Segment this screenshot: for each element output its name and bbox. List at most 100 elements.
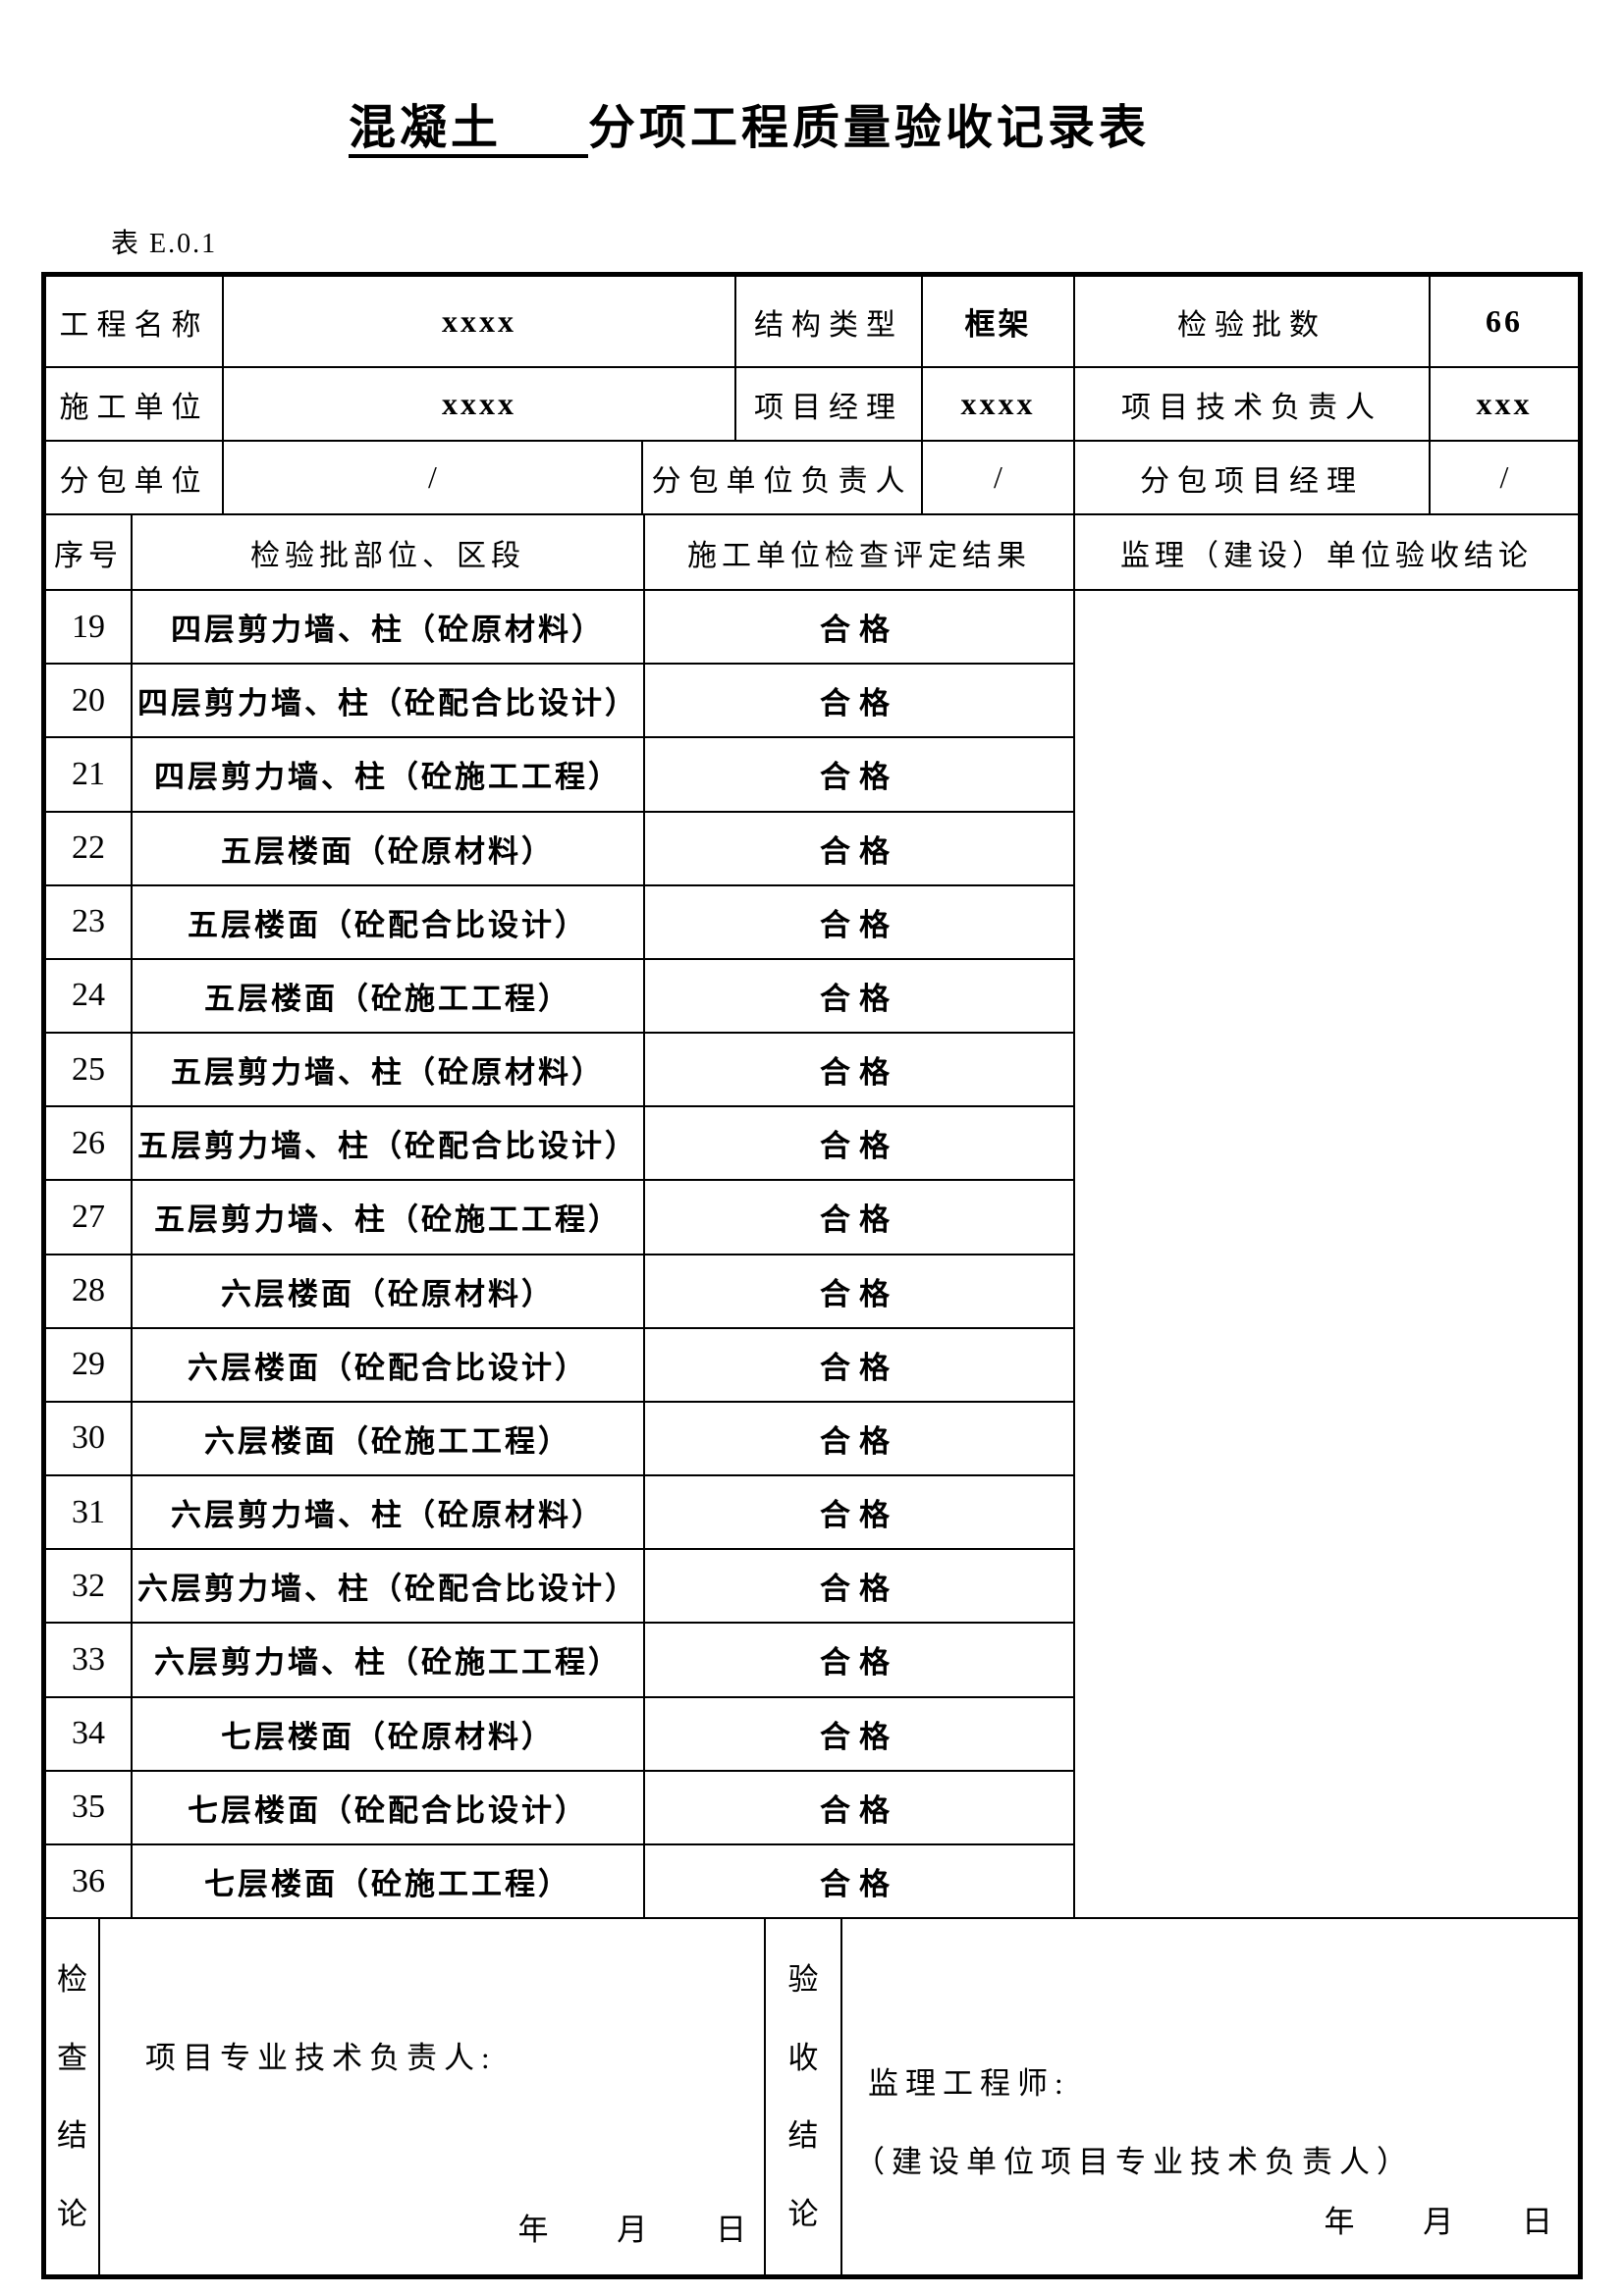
row-number: 20 — [46, 665, 133, 737]
project-manager-value: xxxx — [923, 368, 1075, 440]
table-row: 24 五层楼面（砼施工工程） 合格 — [46, 959, 1075, 1035]
row-result: 合格 — [645, 1255, 1075, 1327]
row-number: 33 — [46, 1624, 133, 1696]
row-result: 合格 — [645, 1844, 1075, 1918]
column-header-row: 序号 检验批部位、区段 施工单位检查评定结果 监理（建设）单位验收结论 — [46, 515, 1578, 591]
row-part: 四层剪力墙、柱（砼配合比设计） — [133, 665, 645, 737]
batch-count-value: 66 — [1486, 303, 1523, 339]
structure-type-label: 结构类型 — [736, 277, 923, 366]
table-row: 20 四层剪力墙、柱（砼配合比设计） 合格 — [46, 665, 1075, 739]
sub-project-manager-label: 分包项目经理 — [1075, 442, 1431, 513]
row-number: 19 — [46, 591, 133, 664]
row-part: 六层楼面（砼施工工程） — [133, 1402, 645, 1475]
sub-project-manager-value: / — [1499, 459, 1509, 495]
inspection-date-line: 年 月 日 — [517, 2213, 747, 2247]
table-row: 22 五层楼面（砼原材料） 合格 — [46, 812, 1075, 886]
row-result: 合格 — [645, 1034, 1075, 1106]
project-manager-label: 项目经理 — [736, 368, 923, 440]
row-part: 六层楼面（砼原材料） — [133, 1255, 645, 1327]
row-result: 合格 — [645, 738, 1075, 811]
acceptance-conclusion-cell: 监理工程师: （建设单位项目专业技术负责人） 年 月 日 — [842, 1919, 1578, 2274]
row-result: 合格 — [645, 959, 1075, 1033]
row-result: 合格 — [645, 665, 1075, 737]
row-number: 28 — [46, 1255, 133, 1327]
header-contractor-result: 施工单位检查评定结果 — [645, 515, 1075, 589]
row-part: 五层楼面（砼施工工程） — [133, 959, 645, 1033]
table-row: 33 六层剪力墙、柱（砼施工工程） 合格 — [46, 1624, 1075, 1698]
table-row: 19 四层剪力墙、柱（砼原材料） 合格 — [46, 591, 1075, 666]
table-row: 28 六层楼面（砼原材料） 合格 — [46, 1255, 1075, 1329]
table-row: 34 七层楼面（砼原材料） 合格 — [46, 1697, 1075, 1772]
row-number: 23 — [46, 885, 133, 958]
info-row-subcontractor: 分包单位 / 分包单位负责人 / 分包项目经理 / — [46, 442, 1578, 515]
acceptance-date-line: 年 月 日 — [1324, 2205, 1553, 2239]
row-part: 五层剪力墙、柱（砼施工工程） — [133, 1181, 645, 1254]
project-name-label: 工程名称 — [46, 277, 224, 366]
table-code-label: 表 E.0.1 — [111, 229, 218, 259]
subcontractor-label: 分包单位 — [46, 442, 224, 513]
table-row: 30 六层楼面（砼施工工程） 合格 — [46, 1402, 1075, 1477]
row-part: 七层楼面（砼配合比设计） — [133, 1771, 645, 1843]
page-title: 混凝土 分项工程质量验收记录表 — [0, 96, 1624, 161]
row-number: 35 — [46, 1771, 133, 1843]
row-result: 合格 — [645, 1476, 1075, 1549]
row-part: 五层楼面（砼原材料） — [133, 812, 645, 884]
inspection-conclusion-cell: 项目专业技术负责人: 年 月 日 — [100, 1919, 766, 2274]
contractor-label: 施工单位 — [46, 368, 224, 440]
contractor-value: xxxx — [224, 368, 736, 440]
data-rows: 19 四层剪力墙、柱（砼原材料） 合格 20 四层剪力墙、柱（砼配合比设计） 合… — [46, 591, 1075, 1918]
row-result: 合格 — [645, 1697, 1075, 1770]
row-number: 34 — [46, 1697, 133, 1770]
row-result: 合格 — [645, 885, 1075, 958]
project-name-value: xxxx — [224, 277, 736, 366]
row-result: 合格 — [645, 812, 1075, 884]
row-result: 合格 — [645, 1771, 1075, 1843]
row-result: 合格 — [645, 1328, 1075, 1401]
row-part: 四层剪力墙、柱（砼施工工程） — [133, 738, 645, 811]
table-row: 35 七层楼面（砼配合比设计） 合格 — [46, 1771, 1075, 1845]
row-result: 合格 — [645, 1107, 1075, 1180]
batch-count-label: 检验批数 — [1075, 277, 1431, 366]
subcontractor-value: / — [224, 442, 643, 513]
title-rest: 分项工程质量验收记录表 — [588, 102, 1151, 154]
table-row: 29 六层楼面（砼配合比设计） 合格 — [46, 1328, 1075, 1403]
row-number: 27 — [46, 1181, 133, 1254]
tech-director-label: 项目技术负责人 — [1075, 368, 1431, 440]
table-row: 31 六层剪力墙、柱（砼原材料） 合格 — [46, 1476, 1075, 1551]
row-part: 六层剪力墙、柱（砼配合比设计） — [133, 1550, 645, 1623]
row-part: 六层剪力墙、柱（砼施工工程） — [133, 1624, 645, 1696]
row-part: 六层剪力墙、柱（砼原材料） — [133, 1476, 645, 1549]
row-number: 25 — [46, 1034, 133, 1106]
row-part: 五层楼面（砼配合比设计） — [133, 885, 645, 958]
row-number: 21 — [46, 738, 133, 811]
supervision-conclusion-cell — [1075, 591, 1578, 1917]
tech-director-value: xxx — [1476, 386, 1533, 421]
subcontractor-head-label: 分包单位负责人 — [643, 442, 923, 513]
header-batch-section: 检验批部位、区段 — [133, 515, 645, 589]
inspection-signer-label: 项目专业技术负责人: — [145, 2041, 497, 2075]
info-row-project: 工程名称 xxxx 结构类型 框架 检验批数 66 — [46, 277, 1578, 368]
row-result: 合格 — [645, 1550, 1075, 1623]
row-part: 六层楼面（砼配合比设计） — [133, 1328, 645, 1401]
row-number: 30 — [46, 1402, 133, 1475]
structure-type-value: 框架 — [923, 277, 1075, 366]
table-row: 32 六层剪力墙、柱（砼配合比设计） 合格 — [46, 1550, 1075, 1625]
row-part: 七层楼面（砼施工工程） — [133, 1844, 645, 1918]
row-number: 32 — [46, 1550, 133, 1623]
table-row: 36 七层楼面（砼施工工程） 合格 — [46, 1844, 1075, 1918]
header-serial: 序号 — [46, 515, 133, 589]
acceptance-record-table: 工程名称 xxxx 结构类型 框架 检验批数 66 施工单位 xxxx 项目经理… — [41, 272, 1583, 2279]
row-result: 合格 — [645, 1402, 1075, 1475]
table-row: 25 五层剪力墙、柱（砼原材料） 合格 — [46, 1034, 1075, 1108]
row-result: 合格 — [645, 591, 1075, 664]
row-part: 七层楼面（砼原材料） — [133, 1697, 645, 1770]
subcontractor-head-value: / — [923, 442, 1075, 513]
row-part: 四层剪力墙、柱（砼原材料） — [133, 591, 645, 664]
row-number: 36 — [46, 1844, 133, 1918]
conclusion-section: 检查结论 项目专业技术负责人: 年 月 日 验收结论 监理工程师: （建设单位项… — [46, 1917, 1578, 2274]
table-row: 27 五层剪力墙、柱（砼施工工程） 合格 — [46, 1181, 1075, 1255]
title-blank-concrete: 混凝土 — [348, 102, 588, 158]
row-part: 五层剪力墙、柱（砼配合比设计） — [133, 1107, 645, 1180]
row-number: 24 — [46, 959, 133, 1033]
supervisor-signer-label: 监理工程师: — [868, 2066, 1070, 2101]
